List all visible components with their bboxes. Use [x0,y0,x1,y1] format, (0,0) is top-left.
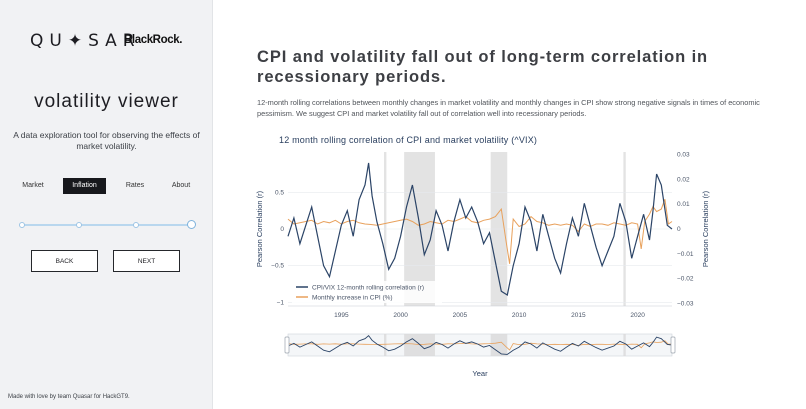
next-button[interactable]: NEXT [113,250,180,272]
blackrock-logo: BlackRock. [124,34,183,46]
back-button[interactable]: BACK [31,250,98,272]
y-tick-label: −1 [277,299,285,306]
y-tick-label: 0 [280,226,284,233]
tab-rates[interactable]: Rates [125,182,145,189]
footer-credit: Made with love by team Quasar for HackGT… [8,394,130,400]
page-headline: CPI and volatility fall out of long-term… [257,48,709,86]
range-recession-band [384,334,387,356]
y2-tick-label: 0.02 [677,176,690,183]
range-handle-right[interactable] [670,336,676,354]
y2-tick-label: 0.01 [677,201,690,208]
quasar-logo: QU✦SAR [30,31,141,51]
x-tick-label: 2020 [630,312,645,319]
slider-step-dot[interactable] [19,222,25,228]
x-tick-label: 2010 [512,312,527,319]
slider-step-dot[interactable] [76,222,82,228]
x-axis-title: Year [472,369,488,378]
slider-handle[interactable] [187,220,196,229]
tab-market[interactable]: Market [22,182,44,189]
y-tick-label: −0.5 [271,263,284,270]
step-slider-track[interactable] [22,224,192,226]
y2-tick-label: 0 [677,226,681,233]
legend-box [292,281,442,303]
x-tick-label: 2015 [571,312,586,319]
y2-axis-title: Pearson Correlation (r) [701,190,710,267]
y-tick-label: 0.5 [275,189,284,196]
legend-label-correlation: CPI/VIX 12-month rolling correlation (r) [312,285,424,292]
app-title: volatility viewer [34,91,179,112]
sidebar: QU✦SAR BlackRock. volatility viewer A da… [0,0,213,409]
x-tick-label: 1995 [334,312,349,319]
correlation-series-line [287,162,673,296]
slider-step-dot[interactable] [133,222,139,228]
x-tick-label: 2000 [393,312,408,319]
tab-inflation[interactable]: Inflation [63,178,106,194]
range-handle-left[interactable] [284,336,290,354]
y2-tick-label: −0.01 [677,251,694,258]
range-recession-band [623,334,626,356]
y2-tick-label: −0.02 [677,276,694,283]
chart-title: 12 month rolling correlation of CPI and … [279,135,538,145]
y2-tick-label: −0.03 [677,301,694,308]
x-tick-label: 2005 [453,312,468,319]
legend-label-cpi: Monthly increase in CPI (%) [312,295,393,302]
y2-tick-label: 0.03 [677,151,690,158]
app-description: A data exploration tool for observing th… [13,130,200,151]
tab-about[interactable]: About [171,182,191,189]
y-axis-title: Pearson Correlation (r) [255,190,264,267]
range-recession-band [490,334,508,356]
range-correlation-line [287,334,673,355]
intro-paragraph: 12-month rolling correlations between mo… [257,98,760,118]
